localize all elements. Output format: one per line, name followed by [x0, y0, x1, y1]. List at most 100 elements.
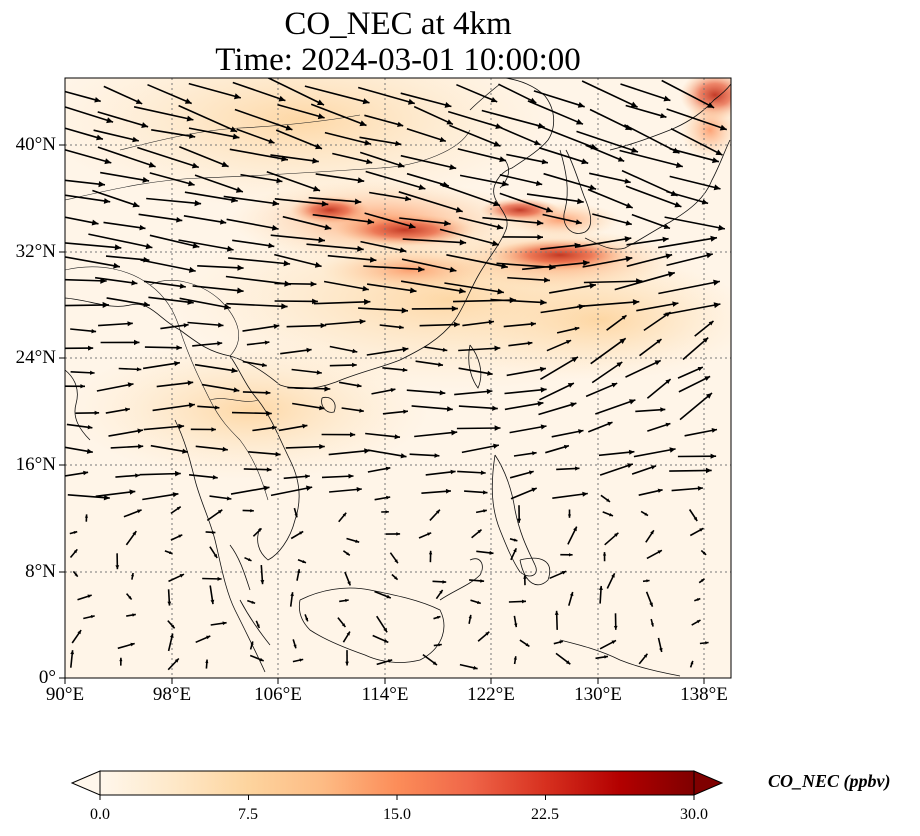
wind-arrow-shaft [315, 173, 365, 182]
wind-arrow-shaft [197, 265, 244, 269]
wind-arrow-head [174, 658, 179, 663]
wind-arrow-head [271, 425, 277, 430]
wind-arrow-head [359, 120, 367, 127]
wind-arrow-head [192, 242, 200, 249]
wind-arrow-shaft [149, 172, 195, 186]
wind-arrow-head [396, 532, 401, 536]
wind-arrow-head [649, 602, 653, 607]
wind-arrow-head [213, 553, 218, 558]
wind-arrow-shaft [666, 190, 709, 205]
wind-arrow-head [119, 657, 123, 662]
wind-arrow-head [577, 198, 584, 205]
wind-arrow-head [91, 219, 99, 226]
wind-arrow-shaft [96, 383, 134, 392]
wind-arrow-head [711, 428, 717, 433]
colorbar-label: CO_NEC (ppbv) [768, 771, 891, 791]
wind-arrow-head [468, 614, 472, 619]
wind-arrow-head [137, 428, 143, 434]
wind-arrow-head [281, 303, 288, 310]
wind-arrow-head [536, 219, 544, 226]
wind-arrow-shaft [65, 216, 99, 225]
wind-arrow-shaft [223, 195, 280, 205]
wind-arrow-shaft [585, 382, 618, 398]
wind-arrow-head [665, 379, 671, 384]
wind-arrow-shaft [308, 196, 362, 203]
wind-arrow-shaft [684, 428, 718, 437]
wind-arrow-head [436, 509, 440, 514]
wind-arrow-shaft [590, 337, 627, 365]
colorbar-gradient [99, 770, 695, 796]
wind-arrow-head [494, 345, 501, 352]
wind-arrow-head [347, 581, 351, 586]
wind-arrow-head [617, 156, 625, 162]
wind-arrow-head [699, 528, 704, 532]
wind-arrow-head [251, 600, 256, 604]
wind-arrow-shaft [179, 297, 231, 309]
wind-arrow-shaft [462, 320, 495, 327]
wind-arrow-head [247, 558, 252, 561]
wind-arrow-shaft [576, 130, 639, 153]
wind-arrow-head [103, 198, 111, 204]
wind-arrow-head [366, 158, 373, 165]
wind-arrow-shaft [669, 469, 712, 472]
wind-arrow-head [628, 449, 635, 455]
wind-arrow-head [342, 512, 347, 517]
wind-arrow-head [432, 661, 437, 665]
wind-arrow-shaft [625, 104, 667, 118]
wind-arrow-head [573, 526, 577, 532]
wind-arrow-head [528, 470, 534, 475]
wind-arrow-head [537, 401, 544, 407]
lon-label-122: 122°E [467, 684, 515, 705]
wind-arrow-head [169, 551, 173, 554]
wind-arrow-shaft [240, 173, 283, 183]
wind-arrow-head [566, 660, 571, 665]
wind-arrow-head [718, 224, 725, 231]
wind-arrow-head [362, 285, 369, 292]
wind-arrow-head [705, 393, 712, 399]
wind-arrow-shaft [151, 129, 196, 138]
wind-arrow-shaft [274, 198, 329, 206]
wind-arrow-head [696, 598, 701, 602]
wind-arrow-head [232, 133, 240, 140]
wind-arrow-shaft [65, 148, 112, 164]
wind-arrow-head [138, 444, 144, 449]
wind-arrow-shaft [192, 342, 223, 347]
wind-arrow-head [567, 514, 572, 518]
wind-arrow-head [609, 513, 613, 517]
wind-arrow-head [141, 122, 149, 128]
wind-arrow-head [226, 245, 234, 252]
wind-arrow-shaft [324, 131, 372, 145]
wind-arrow-head [385, 466, 391, 471]
lon-label-138: 138°E [680, 684, 728, 705]
wind-arrow-head [290, 592, 294, 597]
wind-arrow-head [268, 242, 275, 249]
wind-arrow-head [134, 339, 140, 346]
wind-arrow-head [212, 475, 218, 480]
wind-arrow-head [148, 161, 156, 168]
wind-arrow-shaft [282, 215, 332, 230]
lon-label-130: 130°E [574, 684, 622, 705]
wind-arrow-head [674, 201, 682, 208]
wind-arrow-head [483, 509, 487, 513]
wind-arrow-shaft [406, 128, 447, 142]
wind-arrow-head [302, 423, 308, 429]
wind-arrow-head [367, 218, 375, 225]
wind-arrow-head [418, 184, 426, 190]
wind-arrow-shaft [461, 444, 500, 454]
wind-arrow-head [545, 206, 553, 213]
wind-arrow-head [296, 569, 301, 573]
wind-arrow-shaft [143, 425, 185, 431]
wind-arrow-head [206, 635, 211, 640]
wind-arrow-head [697, 367, 703, 372]
wind-arrow-head [702, 551, 707, 555]
colorbar-tick-0: 0.0 [90, 806, 110, 823]
wind-arrow-shaft [414, 431, 458, 438]
wind-arrow-shaft [287, 386, 331, 390]
wind-arrow-head [650, 623, 654, 627]
wind-arrow-head [143, 301, 150, 308]
wind-arrow-shaft [542, 213, 582, 224]
wind-arrow-head [125, 407, 130, 412]
wind-arrow-shaft [646, 378, 672, 399]
wind-arrow-head [310, 281, 317, 287]
wind-arrow-head [271, 224, 279, 231]
